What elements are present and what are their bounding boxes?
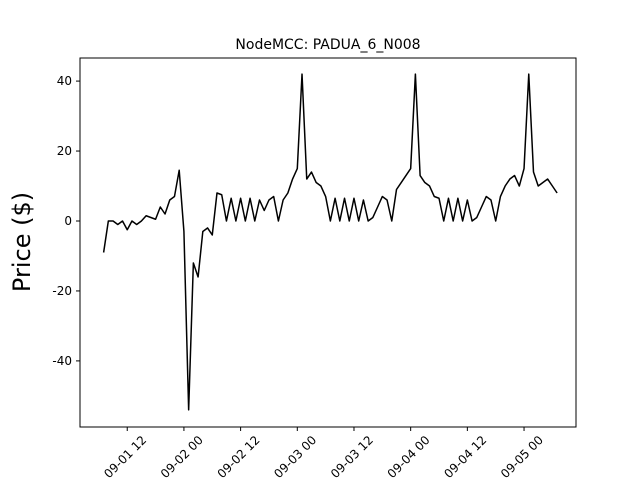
chart-title: NodeMCC: PADUA_6_N008	[235, 37, 420, 53]
x-tick-label: 09-03 00	[271, 433, 319, 480]
y-axis-label: Price ($)	[8, 192, 36, 292]
y-tick-label: 0	[64, 214, 72, 228]
x-tick-label: 09-01 12	[101, 433, 149, 480]
x-tick-label: 09-02 00	[158, 433, 206, 480]
y-tick-label: -20	[52, 284, 72, 298]
plot-frame	[79, 57, 577, 428]
x-tick-label: 09-03 12	[328, 433, 376, 480]
y-tick-label: 40	[57, 74, 72, 88]
x-tick-label: 09-04 12	[441, 433, 489, 480]
data-line	[102, 73, 558, 411]
x-tick-label: 09-05 00	[498, 433, 546, 480]
x-tick-label: 09-02 12	[215, 433, 263, 480]
y-tick-label: -40	[52, 354, 72, 368]
y-tick-label: 20	[57, 144, 72, 158]
x-tick-label: 09-04 00	[385, 433, 433, 480]
